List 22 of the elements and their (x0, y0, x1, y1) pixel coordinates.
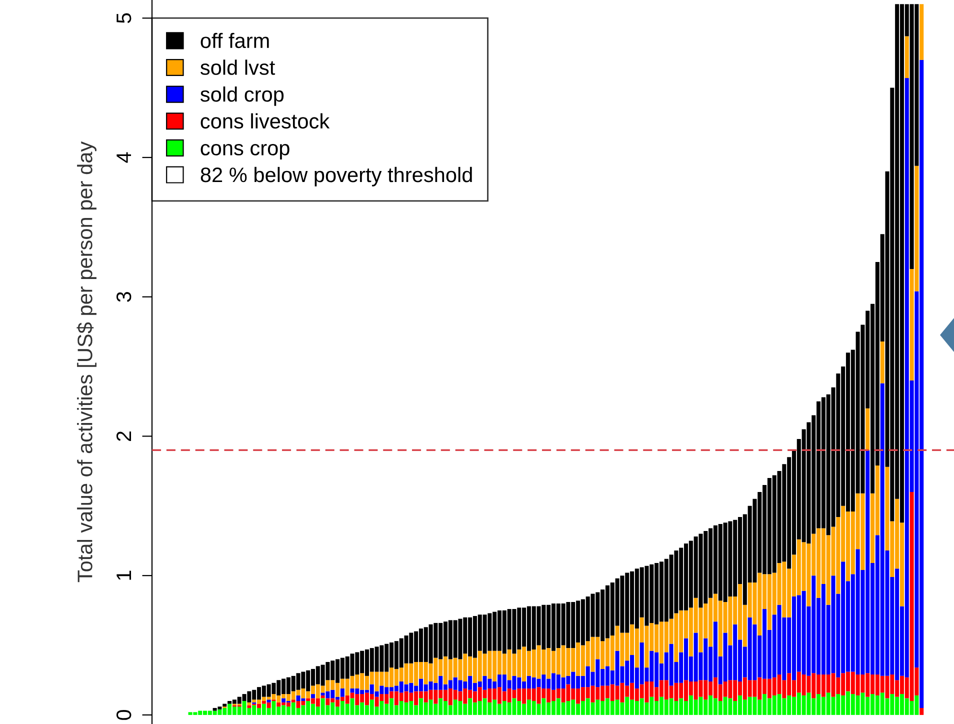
legend-label: sold lvst (200, 60, 276, 75)
legend-label: sold crop (200, 86, 284, 106)
bar (920, 4, 924, 60)
y-axis-title: Total value of activities [US$ per person per day (76, 141, 96, 582)
bar (340, 688, 344, 697)
y-tick-label: 5 (116, 13, 132, 24)
bar (880, 341, 884, 384)
bar (866, 408, 870, 450)
y-tick-label: 3 (116, 292, 132, 302)
y-tick-label: 2 (116, 431, 132, 441)
legend-label: cons crop (200, 144, 290, 160)
legend-label: cons livestock (200, 113, 330, 129)
y-tick-label: 0 (116, 710, 132, 720)
y-tick-label: 1 (116, 570, 132, 580)
bar (266, 700, 271, 702)
bar (310, 694, 315, 698)
bar (904, 36, 909, 78)
legend-label: off farm (200, 32, 269, 48)
annotation: 82 % below poverty threshold (200, 166, 472, 186)
bar (247, 705, 252, 708)
y-tick-label: 4 (116, 152, 132, 163)
bar (920, 708, 924, 715)
